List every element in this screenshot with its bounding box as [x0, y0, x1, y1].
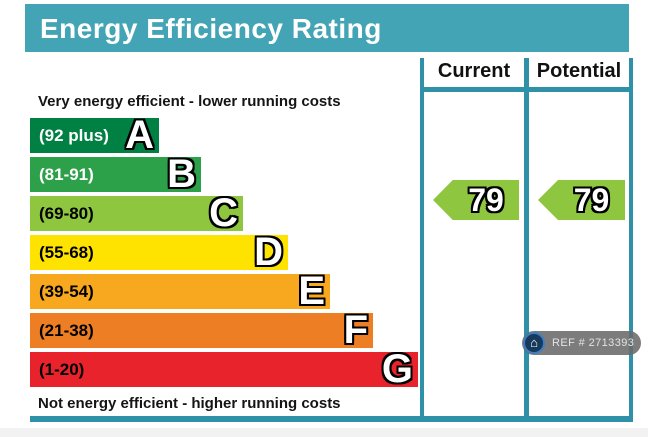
column-header-potential: Potential — [536, 60, 622, 82]
band-range-label: (21-38) — [39, 321, 94, 340]
band-range-label: (1-20) — [39, 360, 85, 379]
band-row-b: (81-91) B — [30, 152, 201, 196]
band-letter: C — [209, 191, 238, 235]
band-row-a: (92 plus) A — [30, 113, 159, 157]
header-underline — [420, 87, 633, 92]
current-rating-arrow: 79 — [433, 180, 519, 220]
ref-number-label: REF # 2713393 — [552, 337, 635, 349]
band-letter: D — [254, 230, 283, 274]
band-row-e: (39-54) E — [30, 269, 330, 313]
band-row-d: (55-68) D — [30, 230, 288, 274]
column-header-current: Current — [437, 60, 511, 82]
column-divider — [524, 58, 529, 422]
band-letter: B — [167, 152, 196, 196]
band-range-label: (69-80) — [39, 204, 94, 223]
ref-badge: ⌂ REF # 2713393 — [522, 331, 641, 355]
band-row-f: (21-38) F — [30, 308, 373, 352]
band-range-label: (92 plus) — [39, 126, 109, 145]
band-range-label: (39-54) — [39, 282, 94, 301]
chart-title-bar: Energy Efficiency Rating — [25, 4, 629, 52]
band-row-c: (69-80) C — [30, 191, 243, 235]
rating-bands: (92 plus) A (81-91) B (69-80) C (55-68) … — [30, 113, 418, 391]
bottom-note: Not energy efficient - higher running co… — [38, 395, 341, 412]
current-rating-value: 79 — [468, 182, 504, 218]
top-note: Very energy efficient - lower running co… — [38, 93, 341, 110]
band-letter: A — [125, 113, 154, 157]
band-range-label: (81-91) — [39, 165, 94, 184]
column-right-border — [629, 58, 633, 422]
band-letter: G — [381, 347, 413, 391]
chart-title: Energy Efficiency Rating — [40, 13, 382, 44]
band-letter: E — [298, 269, 325, 313]
potential-rating-value: 79 — [573, 182, 610, 218]
house-icon: ⌂ — [523, 332, 545, 354]
bottom-margin-strip — [0, 428, 648, 437]
band-row-g: (1-20) G — [30, 347, 418, 391]
potential-rating-arrow: 79 — [538, 180, 625, 220]
bottom-border — [30, 416, 633, 422]
band-range-label: (55-68) — [39, 243, 94, 262]
column-left-border — [420, 58, 424, 422]
band-letter: F — [343, 308, 368, 352]
